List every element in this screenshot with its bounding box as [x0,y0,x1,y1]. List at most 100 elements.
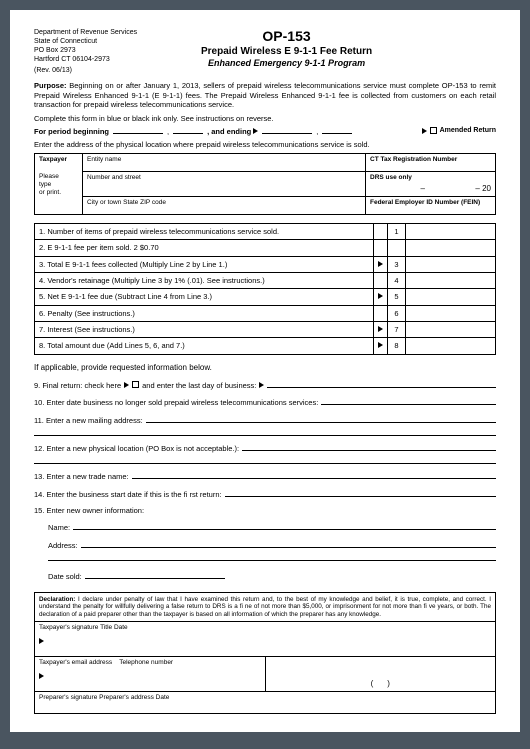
line-10: 10. Enter date business no longer sold p… [34,397,496,407]
please-text: Please [39,173,59,180]
amended-return: Amended Return [422,127,496,136]
taxpayer-label-cell: Taxpayer Please type or print. [35,153,83,214]
program-name: Enhanced Emergency 9-1-1 Program [77,58,496,69]
fein-cell[interactable]: Federal Employer ID Number (FEIN) [366,196,496,214]
entity-name-cell[interactable]: Entity name [83,153,366,171]
calc-row-8: 8. Total amount due (Add Lines 5, 6, and… [35,338,374,354]
line-14: 14. Enter the business start date if thi… [34,489,496,499]
last-day-input[interactable] [267,380,496,388]
email-cell[interactable]: Taxpayer's email address Telephone numbe… [35,657,265,691]
line-15: 15. Enter new owner information: [34,506,496,515]
calc-row-6: 6. Penalty (See instructions.) [35,305,374,321]
phone-cell[interactable]: ( ) [265,657,496,691]
title-block: OP-153 Prepaid Wireless E 9-1-1 Fee Retu… [77,28,496,75]
triangle-icon [378,342,383,348]
line-13-input[interactable] [132,471,496,479]
line-11-input-2[interactable] [34,428,496,436]
signature-row-3: Preparer's signature Preparer's address … [35,691,495,712]
declaration-box: Declaration: I declare under penalty of … [34,592,496,714]
ct-reg-label: CT Tax Registration Number [370,156,457,163]
calc-row-7: 7. Interest (See instructions.) [35,322,374,338]
calc-row-2: 2. E 9-1-1 fee per item sold. 2 $0.70 [35,240,374,256]
amended-label: Amended Return [440,127,496,136]
calc-amt-1[interactable] [406,223,496,239]
street-cell[interactable]: Number and street [83,171,366,196]
declaration-text: Declaration: I declare under penalty of … [35,593,495,622]
drs-cell: DRS use only – – 20 [366,171,496,196]
info-heading: If applicable, provide requested informa… [34,363,496,373]
line-13: 13. Enter a new trade name: [34,471,496,481]
owner-address: Address: [48,540,496,550]
period-fields: For period beginning , , and ending , [34,126,354,136]
fein-label: Federal Employer ID Number (FEIN) [370,199,480,206]
owner-address-input-2[interactable] [48,553,496,561]
city-cell[interactable]: City or town State ZIP code [83,196,366,214]
calc-amt-8[interactable] [406,338,496,354]
form-number: OP-153 [77,28,496,46]
calc-row-1: 1. Number of items of prepaid wireless t… [35,223,374,239]
calc-amt-3[interactable] [406,256,496,272]
signature-row-2: Taxpayer's email address Telephone numbe… [35,656,495,691]
purpose-text: Beginning on or after January 1, 2013, s… [34,81,496,109]
period-end-year-input[interactable] [322,126,352,134]
triangle-icon [124,382,129,388]
purpose-label: Purpose: [34,81,67,90]
calc-amt-4[interactable] [406,272,496,288]
owner-name-input[interactable] [73,522,496,530]
date-sold: Date sold: [48,571,496,581]
line-12-input-2[interactable] [34,456,496,464]
final-return-checkbox[interactable] [132,381,139,388]
calc-amt-7[interactable] [406,322,496,338]
triangle-icon [378,261,383,267]
header: Department of Revenue Services State of … [34,28,496,75]
calc-amt-6[interactable] [406,305,496,321]
dash20: – 20 [475,184,491,194]
line-9: 9. Final return: check here and enter th… [34,380,496,390]
period-begin-input[interactable] [113,126,163,134]
calculation-table: 1. Number of items of prepaid wireless t… [34,223,496,355]
period-begin-label: For period beginning [34,127,109,136]
type-text: type [39,181,51,188]
form-page: Department of Revenue Services State of … [10,10,520,732]
entity-label: Entity name [87,156,121,163]
date-sold-input[interactable] [85,571,225,579]
dash1: – [420,184,424,194]
ct-reg-cell[interactable]: CT Tax Registration Number [366,153,496,171]
calc-amt-5[interactable] [406,289,496,305]
enter-address-instr: Enter the address of the physical locati… [34,140,496,149]
form-title: Prepaid Wireless E 9-1-1 Fee Return [77,46,496,59]
line-14-input[interactable] [225,489,496,497]
triangle-icon [39,673,44,679]
triangle-icon [422,128,427,134]
line-11: 11. Enter a new mailing address: [34,415,496,425]
period-begin-year-input[interactable] [173,126,203,134]
complete-instruction: Complete this form in blue or black ink … [34,114,496,123]
taxpayer-signature-cell[interactable]: Taxpayer's signature Title Date [35,622,495,656]
calc-row-4: 4. Vendor's retainage (Multiply Line 3 b… [35,272,374,288]
line-12: 12. Enter a new physical location (PO Bo… [34,443,496,453]
triangle-icon [378,293,383,299]
line-12-input[interactable] [242,443,496,451]
amended-checkbox[interactable] [430,127,437,134]
street-label: Number and street [87,174,141,181]
taxpayer-bold: Taxpayer [39,156,67,163]
period-end-label: , and ending [207,127,251,136]
calc-row-5: 5. Net E 9-1-1 fee due (Subtract Line 4 … [35,289,374,305]
orprint-text: or print. [39,189,61,196]
triangle-icon [39,638,44,644]
drs-label: DRS use only [370,174,412,181]
period-end-input[interactable] [262,126,312,134]
line-10-input[interactable] [321,397,496,405]
period-row: For period beginning , , and ending , Am… [34,126,496,136]
triangle-icon [253,128,258,134]
address-table: Taxpayer Please type or print. Entity na… [34,153,496,215]
owner-address-input[interactable] [81,540,496,548]
line-11-input[interactable] [146,415,496,423]
city-label: City or town State ZIP code [87,199,166,206]
signature-row-1: Taxpayer's signature Title Date [35,621,495,656]
preparer-cell[interactable]: Preparer's signature Preparer's address … [35,692,495,712]
owner-name: Name: [48,522,496,532]
purpose-paragraph: Purpose: Beginning on or after January 1… [34,81,496,109]
calc-row-3: 3. Total E 9-1-1 fees collected (Multipl… [35,256,374,272]
triangle-icon [378,326,383,332]
